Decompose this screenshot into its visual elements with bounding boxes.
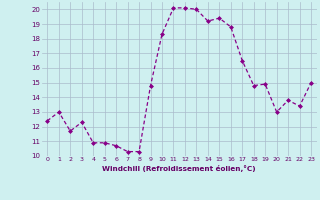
X-axis label: Windchill (Refroidissement éolien,°C): Windchill (Refroidissement éolien,°C): [102, 165, 256, 172]
